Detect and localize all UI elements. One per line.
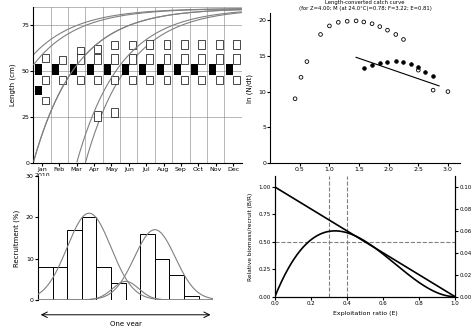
Bar [155, 259, 169, 300]
Bar [169, 275, 184, 300]
Bar [77, 77, 83, 84]
Bar [42, 97, 49, 104]
Point [383, 28, 391, 33]
Bar [164, 54, 171, 64]
Bar [146, 40, 153, 49]
Point [297, 75, 305, 80]
Bar [233, 77, 240, 84]
Point [303, 59, 310, 64]
Bar [52, 64, 59, 75]
Point [414, 64, 422, 69]
Bar [77, 54, 83, 64]
Point [383, 59, 391, 64]
Point [400, 37, 407, 42]
Bar [174, 64, 181, 75]
Bar [59, 77, 66, 84]
Bar [191, 64, 198, 75]
Point [368, 63, 376, 68]
Bar [67, 230, 82, 300]
Point [335, 20, 342, 25]
Bar [94, 77, 101, 84]
Y-axis label: Relative biomass/recruit (B/R): Relative biomass/recruit (B/R) [248, 192, 253, 281]
Bar [198, 40, 205, 49]
Point [414, 67, 422, 73]
Bar [111, 41, 118, 49]
Point [376, 60, 383, 66]
Bar [129, 54, 136, 64]
Point [352, 18, 360, 23]
Bar [94, 45, 101, 52]
Bar [233, 40, 240, 49]
Point [360, 66, 367, 71]
Bar [38, 267, 53, 300]
Bar [181, 40, 188, 49]
Bar [35, 64, 42, 75]
Bar [70, 64, 77, 75]
Bar [129, 77, 136, 84]
Bar [96, 267, 111, 300]
Y-axis label: Recruitment (%): Recruitment (%) [14, 209, 20, 267]
Bar [94, 111, 101, 121]
Bar [42, 77, 49, 84]
Bar [94, 54, 101, 64]
X-axis label: Relative age (years-t₀): Relative age (years-t₀) [330, 178, 400, 183]
Bar [216, 54, 223, 64]
Bar [216, 40, 223, 49]
Bar [87, 64, 94, 75]
Point [392, 32, 400, 37]
Bar [139, 64, 146, 75]
Point [444, 89, 452, 94]
Bar [82, 217, 96, 300]
Bar [77, 47, 83, 54]
Bar [216, 77, 223, 84]
Bar [184, 296, 199, 300]
Y-axis label: Length (cm): Length (cm) [9, 64, 16, 106]
Point [326, 23, 333, 28]
Text: One year: One year [109, 321, 142, 326]
Point [407, 61, 415, 67]
Bar [111, 77, 118, 84]
Point [376, 24, 383, 29]
Bar [129, 41, 136, 49]
Point [343, 19, 351, 24]
Bar [156, 64, 164, 75]
Bar [209, 64, 216, 75]
Bar [233, 54, 240, 64]
Y-axis label: ln (N/dt): ln (N/dt) [246, 74, 253, 102]
Bar [59, 56, 66, 64]
Point [400, 59, 407, 64]
Point [392, 58, 400, 64]
Bar [42, 54, 49, 62]
Bar [181, 54, 188, 64]
Point [429, 73, 437, 79]
Bar [146, 77, 153, 84]
Point [291, 96, 299, 101]
Bar [146, 54, 153, 64]
Bar [111, 54, 118, 64]
Point [360, 19, 367, 24]
Bar [181, 77, 188, 84]
Bar [140, 234, 155, 300]
Point [368, 21, 376, 26]
Bar [122, 64, 129, 75]
Point [429, 88, 437, 93]
Bar [164, 77, 171, 84]
Bar [35, 86, 42, 95]
Point [421, 69, 429, 74]
Bar [104, 64, 111, 75]
Title: Length-converted catch curve
(for Z=4.00; M (at 24.0°C)=0.78; F=3.22; E=0.81): Length-converted catch curve (for Z=4.00… [299, 0, 431, 11]
X-axis label: Exploitation ratio (E): Exploitation ratio (E) [333, 311, 397, 316]
Bar [111, 108, 118, 117]
Bar [198, 77, 205, 84]
Bar [198, 54, 205, 64]
Bar [53, 267, 67, 300]
Bar [226, 64, 233, 75]
Bar [111, 283, 126, 300]
Point [317, 32, 324, 37]
Bar [164, 40, 171, 49]
